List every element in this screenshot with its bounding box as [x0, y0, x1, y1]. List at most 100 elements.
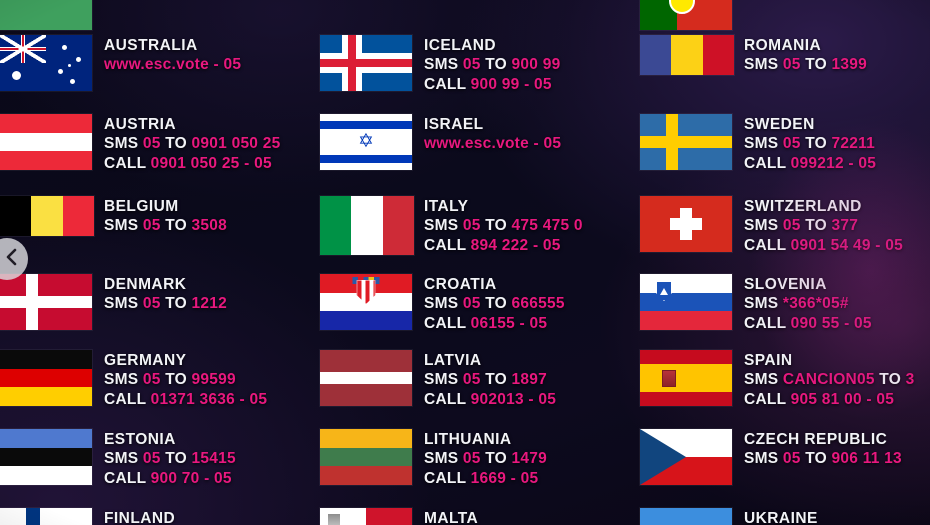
country-entry: SLOVENIA SMS *366*05# CALL 090 55 - 05	[640, 274, 930, 333]
detail-line: CALL 894 222 - 05	[424, 236, 583, 256]
entry-text: ROMANIA SMS 05 TO 1399	[734, 35, 867, 75]
sms-number: 3	[905, 371, 915, 388]
flag-czech-republic	[640, 429, 732, 485]
entry-text: LITHUANIA SMS 05 TO 1479 CALL 1669 - 05	[414, 429, 547, 488]
column-middle: CALL 1513 7172 - 05ICELANDSMS 05 TO 900 …	[320, 0, 630, 525]
entry-text: AUSTRALIA www.esc.vote - 05	[94, 35, 241, 91]
sms-label: SMS	[424, 450, 459, 467]
sms-code: *366*05#	[782, 295, 849, 312]
to-label: TO	[805, 217, 827, 234]
flag-lithuania	[320, 429, 412, 485]
to-label: TO	[165, 295, 187, 312]
flag-container	[640, 429, 734, 485]
country-entry	[640, 0, 930, 30]
to-label: TO	[485, 371, 507, 388]
sms-number: 666555	[511, 295, 565, 312]
country-name: DENMARK	[104, 276, 187, 293]
to-label: TO	[805, 450, 827, 467]
sms-number: 99599	[191, 371, 236, 388]
detail-line: SMS 05 TO 1479	[424, 449, 547, 469]
to-label: TO	[165, 450, 187, 467]
sms-code: 05	[782, 450, 801, 467]
flag-container	[640, 35, 734, 75]
web-value[interactable]: www.esc.vote - 05	[104, 56, 242, 73]
to-label: TO	[485, 56, 507, 73]
detail-line: SMS 05 TO 3508	[104, 216, 227, 236]
country-name: ISRAEL	[424, 116, 484, 133]
country-entry: ESTONIA SMS 05 TO 15415 CALL 900 70 - 05	[0, 429, 310, 488]
to-label: TO	[485, 217, 507, 234]
sms-code: CANCION05	[782, 371, 875, 388]
sms-code: 05	[142, 371, 161, 388]
flag-romania	[640, 35, 734, 75]
country-entry: LATVIA SMS 05 TO 1897 CALL 902013 - 05	[320, 350, 630, 409]
flag-container	[320, 35, 414, 94]
detail-line: CALL 905 81 00 - 05	[744, 390, 914, 410]
sms-label: SMS	[424, 371, 459, 388]
flag-slovenia	[640, 274, 732, 330]
country-name: GERMANY	[104, 352, 187, 369]
flag-container	[320, 196, 414, 255]
sms-label: SMS	[104, 450, 139, 467]
flag-australia	[0, 35, 92, 91]
sms-label: SMS	[744, 371, 779, 388]
sms-label: SMS	[744, 217, 779, 234]
flag-container	[0, 429, 94, 488]
sms-number: 3508	[191, 217, 228, 234]
flag-container	[0, 508, 94, 525]
detail-line: SMS 05 TO 99599	[104, 370, 267, 390]
entry-text: SWEDEN SMS 05 TO 72211 CALL 099212 - 05	[734, 114, 876, 173]
call-label: CALL	[424, 75, 467, 93]
sms-label: SMS	[104, 135, 139, 152]
call-label: CALL	[424, 390, 467, 408]
column-right: ROMANIA SMS 05 TO 1399 SWEDEN SMS 05 TO 722…	[640, 0, 930, 525]
entry-text: ESTONIA SMS 05 TO 15415 CALL 900 70 - 05	[94, 429, 236, 488]
flag-malta	[320, 508, 412, 525]
call-number: 0901 050 25 - 05	[150, 154, 272, 172]
detail-line: SMS 05 TO 666555	[424, 294, 565, 314]
sms-label: SMS	[104, 217, 139, 234]
sms-code: 05	[782, 135, 801, 152]
call-number: 090 55 - 05	[790, 314, 872, 332]
country-name: ICELAND	[424, 37, 497, 54]
entry-text: GERMANY SMS 05 TO 99599 CALL 01371 3636 - …	[94, 350, 267, 409]
call-label: CALL	[104, 390, 147, 408]
country-entry: CROATIA SMS 05 TO 666555 CALL 06155 - 05	[320, 274, 630, 333]
to-label: TO	[165, 371, 187, 388]
web-value[interactable]: www.esc.vote - 05	[424, 135, 562, 152]
sms-code: 05	[462, 217, 481, 234]
sms-label: SMS	[744, 135, 779, 152]
detail-line: CALL 1669 - 05	[424, 469, 547, 489]
entry-text: AUSTRIA SMS 05 TO 0901 050 25 CALL 0901 05…	[94, 114, 280, 173]
country-name: BELGIUM	[104, 198, 179, 215]
flag-container	[320, 274, 414, 333]
country-entry: CZECH REPUBLIC SMS 05 TO 906 11 13	[640, 429, 930, 485]
sms-code: 05	[142, 217, 161, 234]
entry-text: UKRAINE	[734, 508, 818, 525]
call-label: CALL	[744, 314, 787, 332]
column-left: AUSTRALIA www.esc.vote - 05 AUSTRIA SMS 05 …	[0, 0, 310, 525]
detail-line: CALL 902013 - 05	[424, 390, 556, 410]
sms-label: SMS	[104, 295, 139, 312]
country-entry: FINLAND	[0, 508, 310, 525]
entry-text: BELGIUM SMS 05 TO 3508	[94, 196, 227, 236]
country-name: SWITZERLAND	[744, 198, 862, 215]
country-name: FINLAND	[104, 510, 176, 525]
flag-container	[0, 274, 94, 330]
detail-line: SMS 05 TO 1897	[424, 370, 556, 390]
flag-container	[0, 196, 94, 236]
sms-number: 72211	[831, 135, 876, 152]
sms-number: 1399	[831, 56, 868, 73]
country-entry: ICELAND SMS 05 TO 900 99 CALL 900 99 - 05	[320, 35, 630, 94]
call-number: 1669 - 05	[470, 469, 539, 487]
to-label: TO	[485, 450, 507, 467]
entry-text: LATVIA SMS 05 TO 1897 CALL 902013 - 05	[414, 350, 556, 409]
sms-label: SMS	[424, 295, 459, 312]
detail-line: CALL 0901 050 25 - 05	[104, 154, 280, 174]
flag-iceland	[320, 35, 412, 91]
detail-line: CALL 900 70 - 05	[104, 469, 236, 489]
sms-number: 377	[831, 217, 859, 234]
flag-container: ✡	[320, 114, 414, 170]
sms-number: 906 11 13	[831, 450, 902, 467]
sms-code: 05	[782, 217, 801, 234]
